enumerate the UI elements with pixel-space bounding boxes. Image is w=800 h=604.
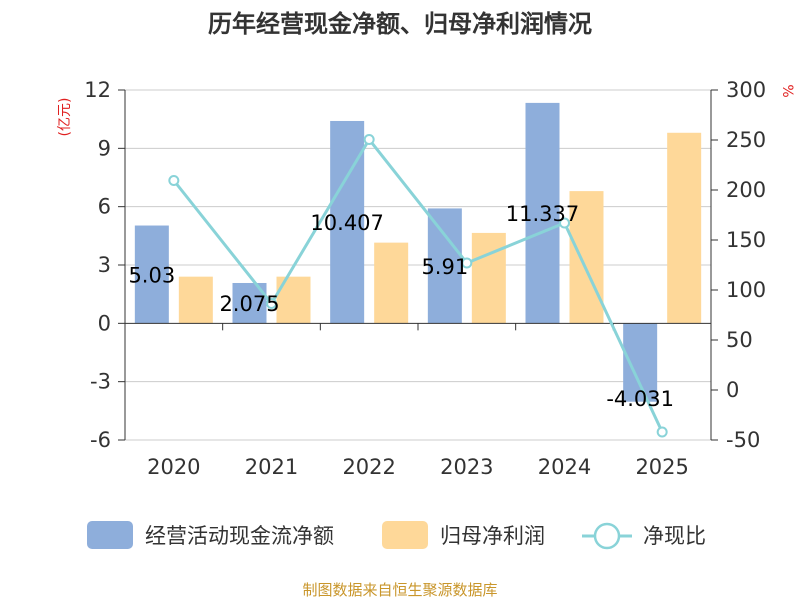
legend-marker-ratio [593,522,621,550]
y-left-tick-label: 3 [98,253,111,277]
right-axis-unit-label: % [779,84,795,97]
axes: -6 -3 0 3 6 9 12 -50 0 50 100 150 200 250 300 2020 2021 2… [84,78,766,479]
legend-item-profit[interactable]: 归母净利润 [382,521,545,549]
x-tick-label: 2020 [147,455,200,479]
y-left-tick-label: 9 [98,136,111,160]
data-label-cashflow: -4.031 [606,387,674,411]
y-right-tick-label: 200 [726,178,766,202]
bar-cashflow [525,102,560,324]
legend-swatch-cashflow [87,521,133,549]
bar-cashflow [134,225,169,324]
source-note: 制图数据来自恒生聚源数据库 [302,581,497,599]
line-ratio-marker [656,426,668,438]
bar-profit [471,232,506,324]
data-label-cashflow: 11.337 [506,202,579,226]
line-ratio-marker [461,257,473,269]
y-left-tick-label: 0 [98,311,111,335]
x-tick-label: 2023 [440,455,493,479]
x-tick-label: 2021 [245,455,298,479]
bar-profit [374,242,409,324]
data-label-cashflow: 2.075 [219,292,279,316]
y-left-tick-label: 6 [98,195,111,219]
bar-cashflow [427,208,462,324]
data-label-cashflow: 10.407 [310,211,383,235]
left-axis-unit-label: (亿元) [57,98,73,137]
line-ratio-path [172,138,664,433]
bars [134,102,702,402]
line-ratio-marker [363,134,375,145]
y-left-tick-label: -3 [90,370,111,394]
grid [125,89,711,441]
data-label-cashflow: 5.91 [421,255,468,279]
y-right-tick-label: 300 [726,78,766,102]
line-series [168,134,668,438]
data-label-cashflow: 5.03 [128,263,175,287]
line-ratio-marker [168,175,180,186]
y-left-tick-label: -6 [90,428,111,452]
x-tick-label: 2025 [635,455,688,479]
y-left-tick-label: 12 [84,78,111,102]
y-right-tick-label: 250 [726,128,766,152]
chart-title: 历年经营现金净额、归母净利润情况 [208,10,592,38]
legend-swatch-profit [382,521,428,549]
legend-label-ratio: 净现比 [643,524,706,548]
y-right-tick-label: 150 [726,228,766,252]
y-right-tick-label: -50 [726,428,760,452]
bar-profit [667,132,702,324]
bar-profit [569,191,604,324]
bar-profit [178,276,213,324]
y-right-tick-label: 100 [726,278,766,302]
legend-item-ratio[interactable]: 净现比 [582,522,706,550]
legend: 经营活动现金流净额 归母净利润 净现比 [87,521,706,550]
data-labels: 5.03 2.075 10.407 5.91 11.337 -4.031 [128,202,674,411]
x-tick-label: 2024 [538,455,591,479]
x-tick-label: 2022 [342,455,395,479]
legend-label-cashflow: 经营活动现金流净额 [145,524,334,548]
line-ratio-marker [559,217,570,229]
y-right-tick-label: 50 [726,328,753,352]
line-ratio-marker [266,298,277,309]
y-right-tick-label: 0 [726,378,739,402]
legend-label-profit: 归母净利润 [440,524,545,548]
legend-item-cashflow[interactable]: 经营活动现金流净额 [87,521,334,549]
